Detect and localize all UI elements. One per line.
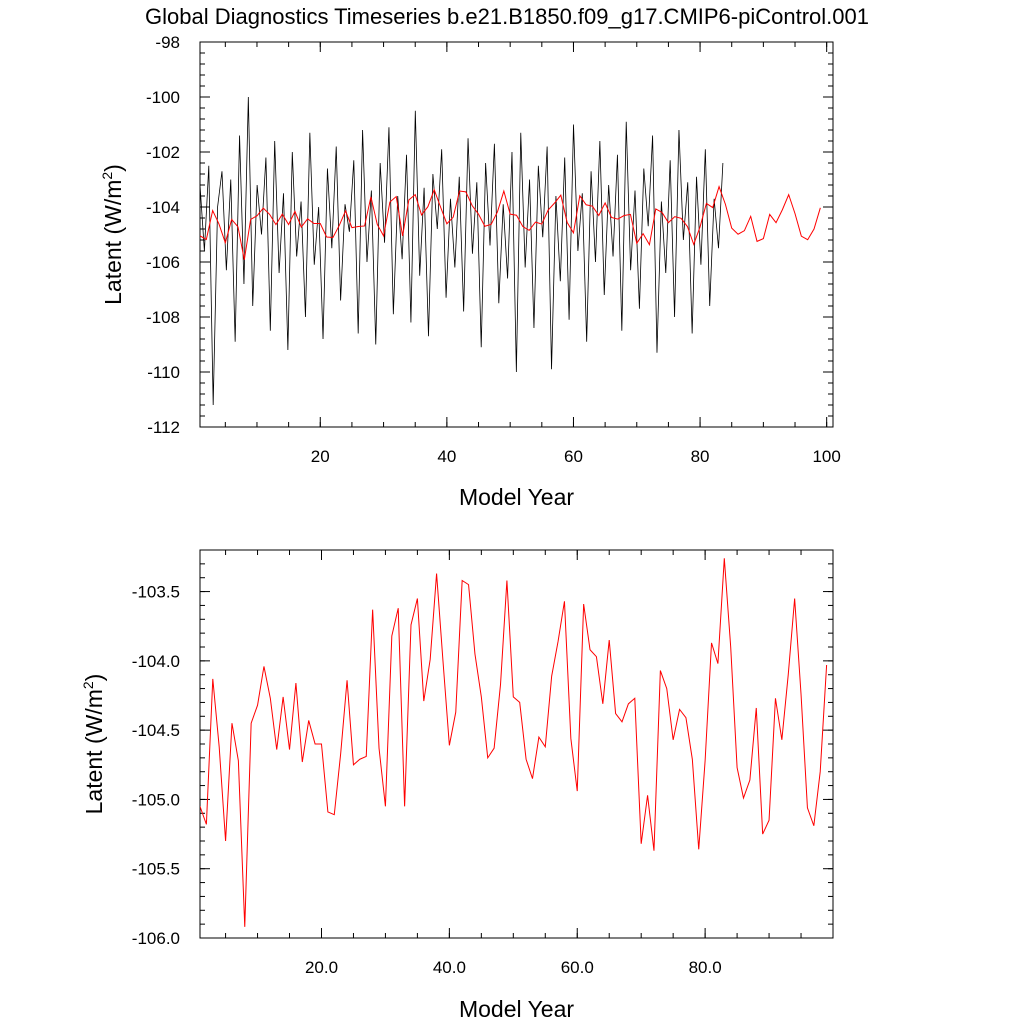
x-axis-title: Model Year [459, 996, 574, 1022]
y-axis-title-main: Latent (W/m [81, 689, 107, 814]
series-line-annual-mean [200, 185, 821, 260]
y-tick-label: -112 [147, 418, 180, 437]
y-tick-label: -102 [146, 143, 180, 162]
y-tick-label: -110 [147, 363, 180, 382]
y-axis-title-superscript: 2 [80, 681, 96, 689]
x-tick-label: 40.0 [433, 958, 466, 977]
y-axis-title: Latent (W/m2) [99, 164, 126, 305]
y-tick-label: -105.5 [132, 860, 180, 879]
y-axis-title-main: Latent (W/m [100, 180, 126, 305]
plot-frame [199, 549, 834, 939]
x-tick-label: 40 [437, 447, 456, 466]
y-axis-title-close: ) [100, 164, 126, 172]
y-tick-label: -104.0 [132, 652, 180, 671]
x-axis-title: Model Year [459, 484, 574, 510]
series-line-monthly [200, 96, 724, 406]
y-tick-label: -98 [155, 33, 180, 52]
x-tick-label: 20 [311, 447, 330, 466]
chart-panel-1: 20 40 60 80 100 -98 -100 -102 -104 -106 -108 -110 -1… [99, 33, 841, 510]
y-tick-label: -105.0 [132, 790, 180, 809]
x-tick-label: 100 [812, 447, 840, 466]
chart-title: Global Diagnostics Timeseries b.e21.B185… [145, 4, 869, 29]
plot-frame [199, 41, 834, 428]
x-tick-label: 20.0 [305, 958, 338, 977]
y-tick-label: -104 [146, 198, 180, 217]
y-tick-label: -106.0 [132, 929, 180, 948]
y-axis-title-superscript: 2 [99, 172, 115, 180]
y-axis-title-close: ) [81, 674, 107, 682]
x-tick-label: 60 [564, 447, 583, 466]
chart-panel-2: 20.0 40.0 60.0 80.0 -103.5 -104.0 -104.5 -105.0… [80, 549, 834, 1022]
y-tick-label: -108 [146, 308, 180, 327]
x-tick-label: 80 [691, 447, 710, 466]
series-line-annual-mean [200, 558, 828, 927]
y-axis-title: Latent (W/m2) [80, 674, 107, 815]
x-tick-label: 80.0 [689, 958, 722, 977]
y-tick-label: -104.5 [132, 721, 180, 740]
y-tick-label: -106 [146, 253, 180, 272]
y-tick-label: -100 [146, 88, 180, 107]
y-tick-label: -103.5 [132, 583, 180, 602]
x-tick-label: 60.0 [561, 958, 594, 977]
